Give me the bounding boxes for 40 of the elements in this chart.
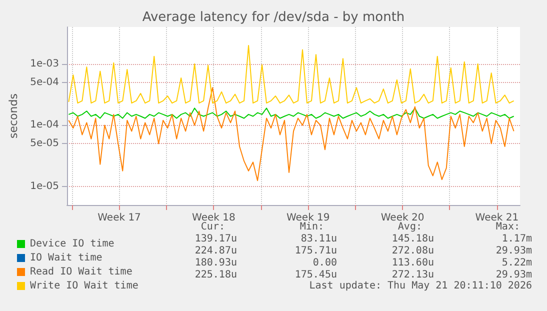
legend-label: Device IO time	[30, 238, 114, 250]
text: 139.17u	[194, 234, 237, 244]
y-tick-label: 1e-05	[30, 181, 59, 192]
line-series	[68, 87, 514, 182]
y-tick-label: 1e-04	[30, 120, 59, 131]
text: 145.18u	[392, 234, 434, 244]
x-tick-label: Week 21	[475, 212, 519, 224]
y-tick-label: 5e-05	[30, 138, 59, 150]
x-tick-label: Week 18	[192, 212, 236, 224]
text: 1.17m	[502, 234, 532, 244]
text: 180.93u	[194, 258, 237, 268]
line-series	[68, 108, 514, 119]
text: 175.45u	[294, 270, 337, 280]
chart-title: Average latency for /dev/sda - by month	[142, 10, 405, 25]
x-tick-label: Week 20	[380, 212, 424, 224]
text: 272.13u	[392, 270, 434, 280]
y-tick-label: 5e-04	[30, 76, 59, 88]
y-axis-title: seconds	[7, 93, 20, 138]
text: 29.93m	[496, 270, 532, 280]
text: Cur:	[200, 222, 225, 232]
text: 224.87u	[194, 246, 237, 256]
legend-label: IO Wait time	[30, 252, 102, 264]
text: 5.22m	[502, 258, 532, 268]
line-series	[68, 44, 514, 104]
text: 225.18u	[194, 270, 237, 280]
text: 272.08u	[392, 246, 434, 256]
legend-label: Read IO Wait time	[30, 266, 132, 278]
text: Max:	[496, 222, 520, 232]
text: 29.93m	[496, 246, 532, 256]
text: 113.60u	[392, 258, 434, 268]
text: Min:	[300, 222, 324, 232]
legend-label: Write IO Wait time	[30, 280, 138, 292]
text: 0.00	[312, 258, 337, 268]
x-tick-label: Week 19	[286, 212, 330, 224]
x-tick-label: Week 17	[98, 212, 141, 224]
text: Avg:	[398, 222, 422, 232]
text: 175.71u	[294, 246, 337, 256]
text: 83.11u	[300, 234, 337, 244]
text: Last update: Thu May 21 20:11:10 2026	[309, 280, 532, 292]
y-tick-label: 1e-03	[30, 58, 59, 70]
